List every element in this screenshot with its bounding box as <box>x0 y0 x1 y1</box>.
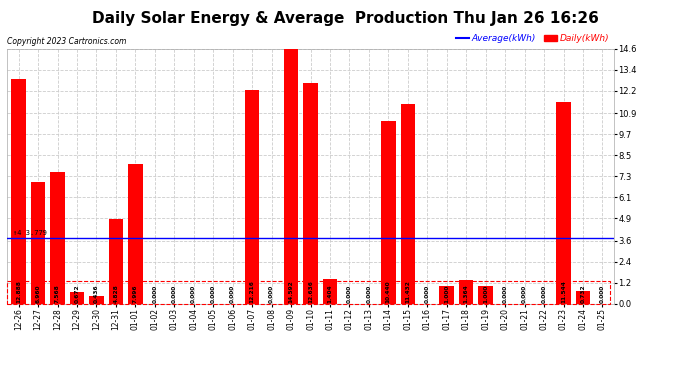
Text: 12.888: 12.888 <box>16 280 21 303</box>
Text: 10.440: 10.440 <box>386 280 391 303</box>
Text: 0.000: 0.000 <box>347 285 352 303</box>
Text: 0.000: 0.000 <box>425 285 430 303</box>
Bar <box>440 286 454 304</box>
Text: 1.404: 1.404 <box>328 284 333 303</box>
Text: 0.000: 0.000 <box>152 285 157 303</box>
Text: 11.432: 11.432 <box>405 280 411 303</box>
Bar <box>400 104 415 304</box>
Bar <box>50 172 65 304</box>
Bar <box>381 122 395 304</box>
Text: 0.732: 0.732 <box>580 284 585 303</box>
Legend: Average(kWh), Daily(kWh): Average(kWh), Daily(kWh) <box>452 31 613 47</box>
Bar <box>89 296 104 304</box>
Text: 0.000: 0.000 <box>210 285 216 303</box>
Text: Copyright 2023 Cartronics.com: Copyright 2023 Cartronics.com <box>7 38 126 46</box>
Bar <box>303 83 318 304</box>
Text: 0.000: 0.000 <box>502 285 508 303</box>
Text: 0.000: 0.000 <box>269 285 274 303</box>
Bar <box>108 219 124 304</box>
Text: 12.216: 12.216 <box>250 280 255 303</box>
Bar <box>556 102 571 304</box>
Text: 14.592: 14.592 <box>288 280 293 303</box>
Text: 1.000: 1.000 <box>444 285 449 303</box>
Bar <box>478 286 493 304</box>
Bar <box>323 279 337 304</box>
Text: 0.000: 0.000 <box>172 285 177 303</box>
Text: ↑4 3.779: ↑4 3.779 <box>13 230 47 236</box>
Text: 0.000: 0.000 <box>191 285 196 303</box>
Bar <box>70 292 84 304</box>
Bar <box>245 90 259 304</box>
Text: 11.544: 11.544 <box>561 280 566 303</box>
Bar <box>7 281 610 304</box>
Bar <box>575 291 590 304</box>
Bar <box>11 79 26 304</box>
Text: 0.672: 0.672 <box>75 284 79 303</box>
Text: 7.568: 7.568 <box>55 284 60 303</box>
Text: Daily Solar Energy & Average  Production Thu Jan 26 16:26: Daily Solar Energy & Average Production … <box>92 11 598 26</box>
Text: 7.996: 7.996 <box>133 284 138 303</box>
Bar <box>459 280 473 304</box>
Text: 0.000: 0.000 <box>542 285 546 303</box>
Text: 1.364: 1.364 <box>464 284 469 303</box>
Text: 12.636: 12.636 <box>308 280 313 303</box>
Bar <box>128 164 143 304</box>
Text: 0.000: 0.000 <box>230 285 235 303</box>
Text: 0.000: 0.000 <box>600 285 605 303</box>
Bar <box>31 182 46 304</box>
Text: 6.960: 6.960 <box>36 284 41 303</box>
Text: 4.828: 4.828 <box>113 284 119 303</box>
Text: 1.000: 1.000 <box>483 285 488 303</box>
Text: 0.000: 0.000 <box>522 285 527 303</box>
Text: 0.000: 0.000 <box>366 285 371 303</box>
Bar <box>284 49 298 304</box>
Text: 0.436: 0.436 <box>94 284 99 303</box>
